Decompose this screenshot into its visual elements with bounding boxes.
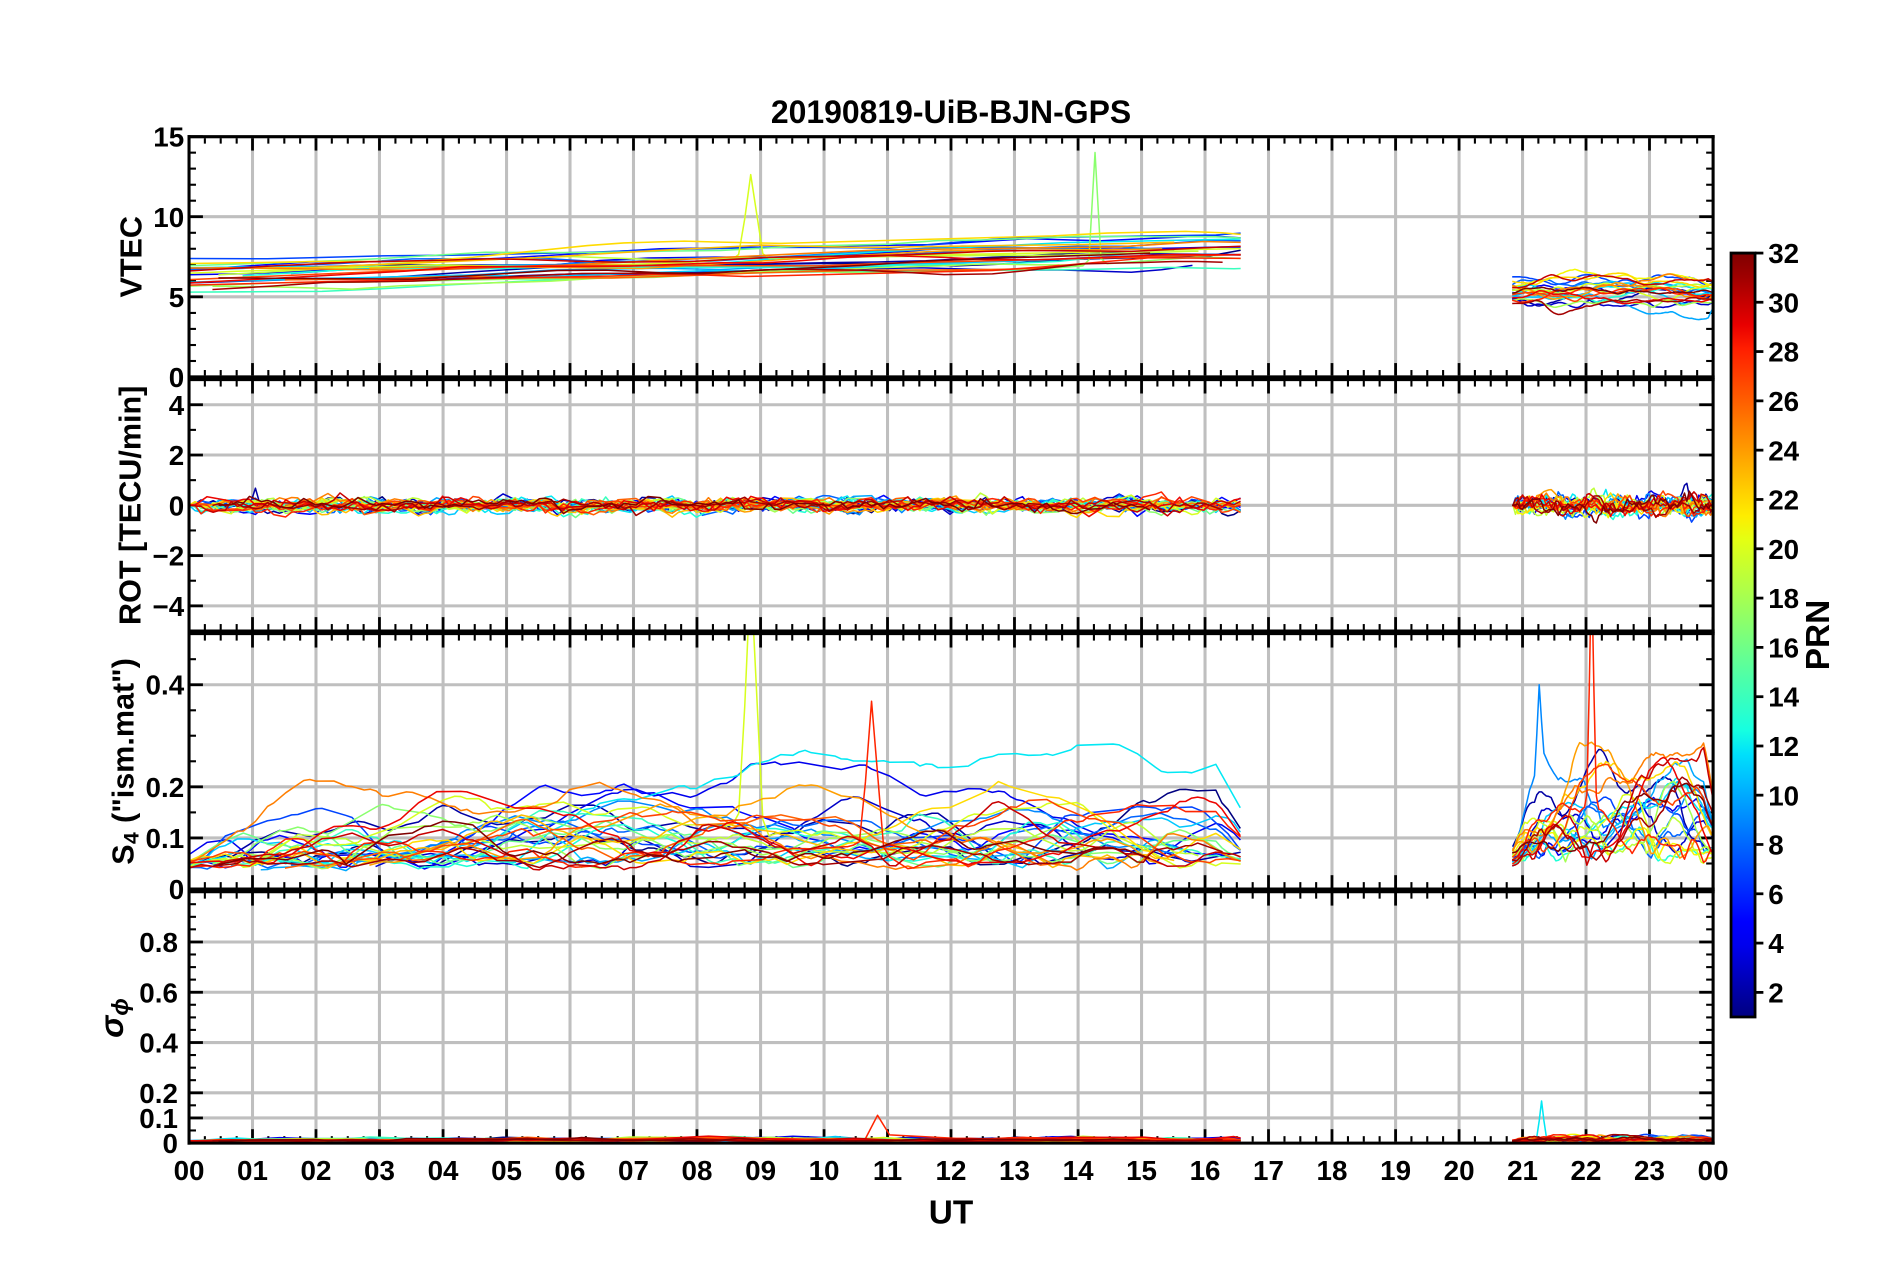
- svg-text:24: 24: [1768, 435, 1799, 466]
- svg-text:0.2: 0.2: [139, 1078, 178, 1109]
- svg-text:5: 5: [169, 282, 184, 313]
- svg-text:09: 09: [745, 1155, 776, 1186]
- svg-text:10: 10: [153, 202, 184, 233]
- svg-text:−4: −4: [153, 591, 185, 622]
- svg-text:01: 01: [237, 1155, 268, 1186]
- svg-text:4: 4: [1768, 928, 1784, 959]
- svg-text:10: 10: [1768, 780, 1799, 811]
- svg-text:19: 19: [1380, 1155, 1411, 1186]
- svg-text:03: 03: [364, 1155, 395, 1186]
- svg-text:20: 20: [1768, 534, 1799, 565]
- svg-text:18: 18: [1317, 1155, 1348, 1186]
- svg-text:22: 22: [1768, 485, 1799, 516]
- svg-text:00: 00: [174, 1155, 205, 1186]
- svg-text:0: 0: [169, 874, 184, 905]
- svg-text:17: 17: [1253, 1155, 1284, 1186]
- svg-text:0.2: 0.2: [146, 772, 185, 803]
- svg-text:13: 13: [999, 1155, 1030, 1186]
- svg-text:07: 07: [618, 1155, 649, 1186]
- svg-text:04: 04: [428, 1155, 459, 1186]
- svg-text:15: 15: [153, 122, 184, 153]
- svg-text:00: 00: [1698, 1155, 1729, 1186]
- svg-text:14: 14: [1063, 1155, 1094, 1186]
- svg-text:UT: UT: [929, 1195, 973, 1232]
- svg-text:14: 14: [1768, 682, 1799, 713]
- svg-text:0.4: 0.4: [146, 670, 185, 701]
- svg-text:22: 22: [1571, 1155, 1602, 1186]
- svg-text:32: 32: [1768, 238, 1799, 269]
- svg-text:28: 28: [1768, 337, 1799, 368]
- svg-text:20190819-UiB-BJN-GPS: 20190819-UiB-BJN-GPS: [771, 94, 1131, 130]
- svg-text:8: 8: [1768, 830, 1783, 861]
- svg-text:−2: −2: [153, 541, 185, 572]
- svg-text:26: 26: [1768, 386, 1799, 417]
- svg-text:20: 20: [1444, 1155, 1475, 1186]
- svg-text:16: 16: [1768, 632, 1799, 663]
- svg-text:02: 02: [301, 1155, 332, 1186]
- svg-text:0: 0: [169, 490, 184, 521]
- svg-text:15: 15: [1126, 1155, 1157, 1186]
- svg-text:6: 6: [1768, 879, 1783, 910]
- svg-text:05: 05: [491, 1155, 522, 1186]
- svg-text:2: 2: [169, 440, 184, 471]
- svg-text:10: 10: [809, 1155, 840, 1186]
- svg-text:0: 0: [169, 362, 184, 393]
- svg-text:0.1: 0.1: [146, 823, 185, 854]
- svg-text:0.4: 0.4: [139, 1028, 178, 1059]
- svg-text:21: 21: [1507, 1155, 1538, 1186]
- svg-text:2: 2: [1768, 977, 1783, 1008]
- svg-text:4: 4: [169, 390, 185, 421]
- svg-text:12: 12: [936, 1155, 967, 1186]
- svg-text:VTEC: VTEC: [114, 216, 148, 297]
- svg-text:ROT [TECU/min]: ROT [TECU/min]: [114, 386, 148, 625]
- svg-text:0.6: 0.6: [139, 977, 178, 1008]
- svg-text:06: 06: [555, 1155, 586, 1186]
- svg-text:30: 30: [1768, 287, 1799, 318]
- svg-text:12: 12: [1768, 731, 1799, 762]
- svg-text:23: 23: [1634, 1155, 1665, 1186]
- svg-text:18: 18: [1768, 583, 1799, 614]
- svg-text:0.8: 0.8: [139, 927, 178, 958]
- svg-text:PRN: PRN: [1800, 600, 1837, 670]
- svg-text:11: 11: [873, 1155, 902, 1186]
- svg-text:16: 16: [1190, 1155, 1221, 1186]
- svg-text:08: 08: [682, 1155, 713, 1186]
